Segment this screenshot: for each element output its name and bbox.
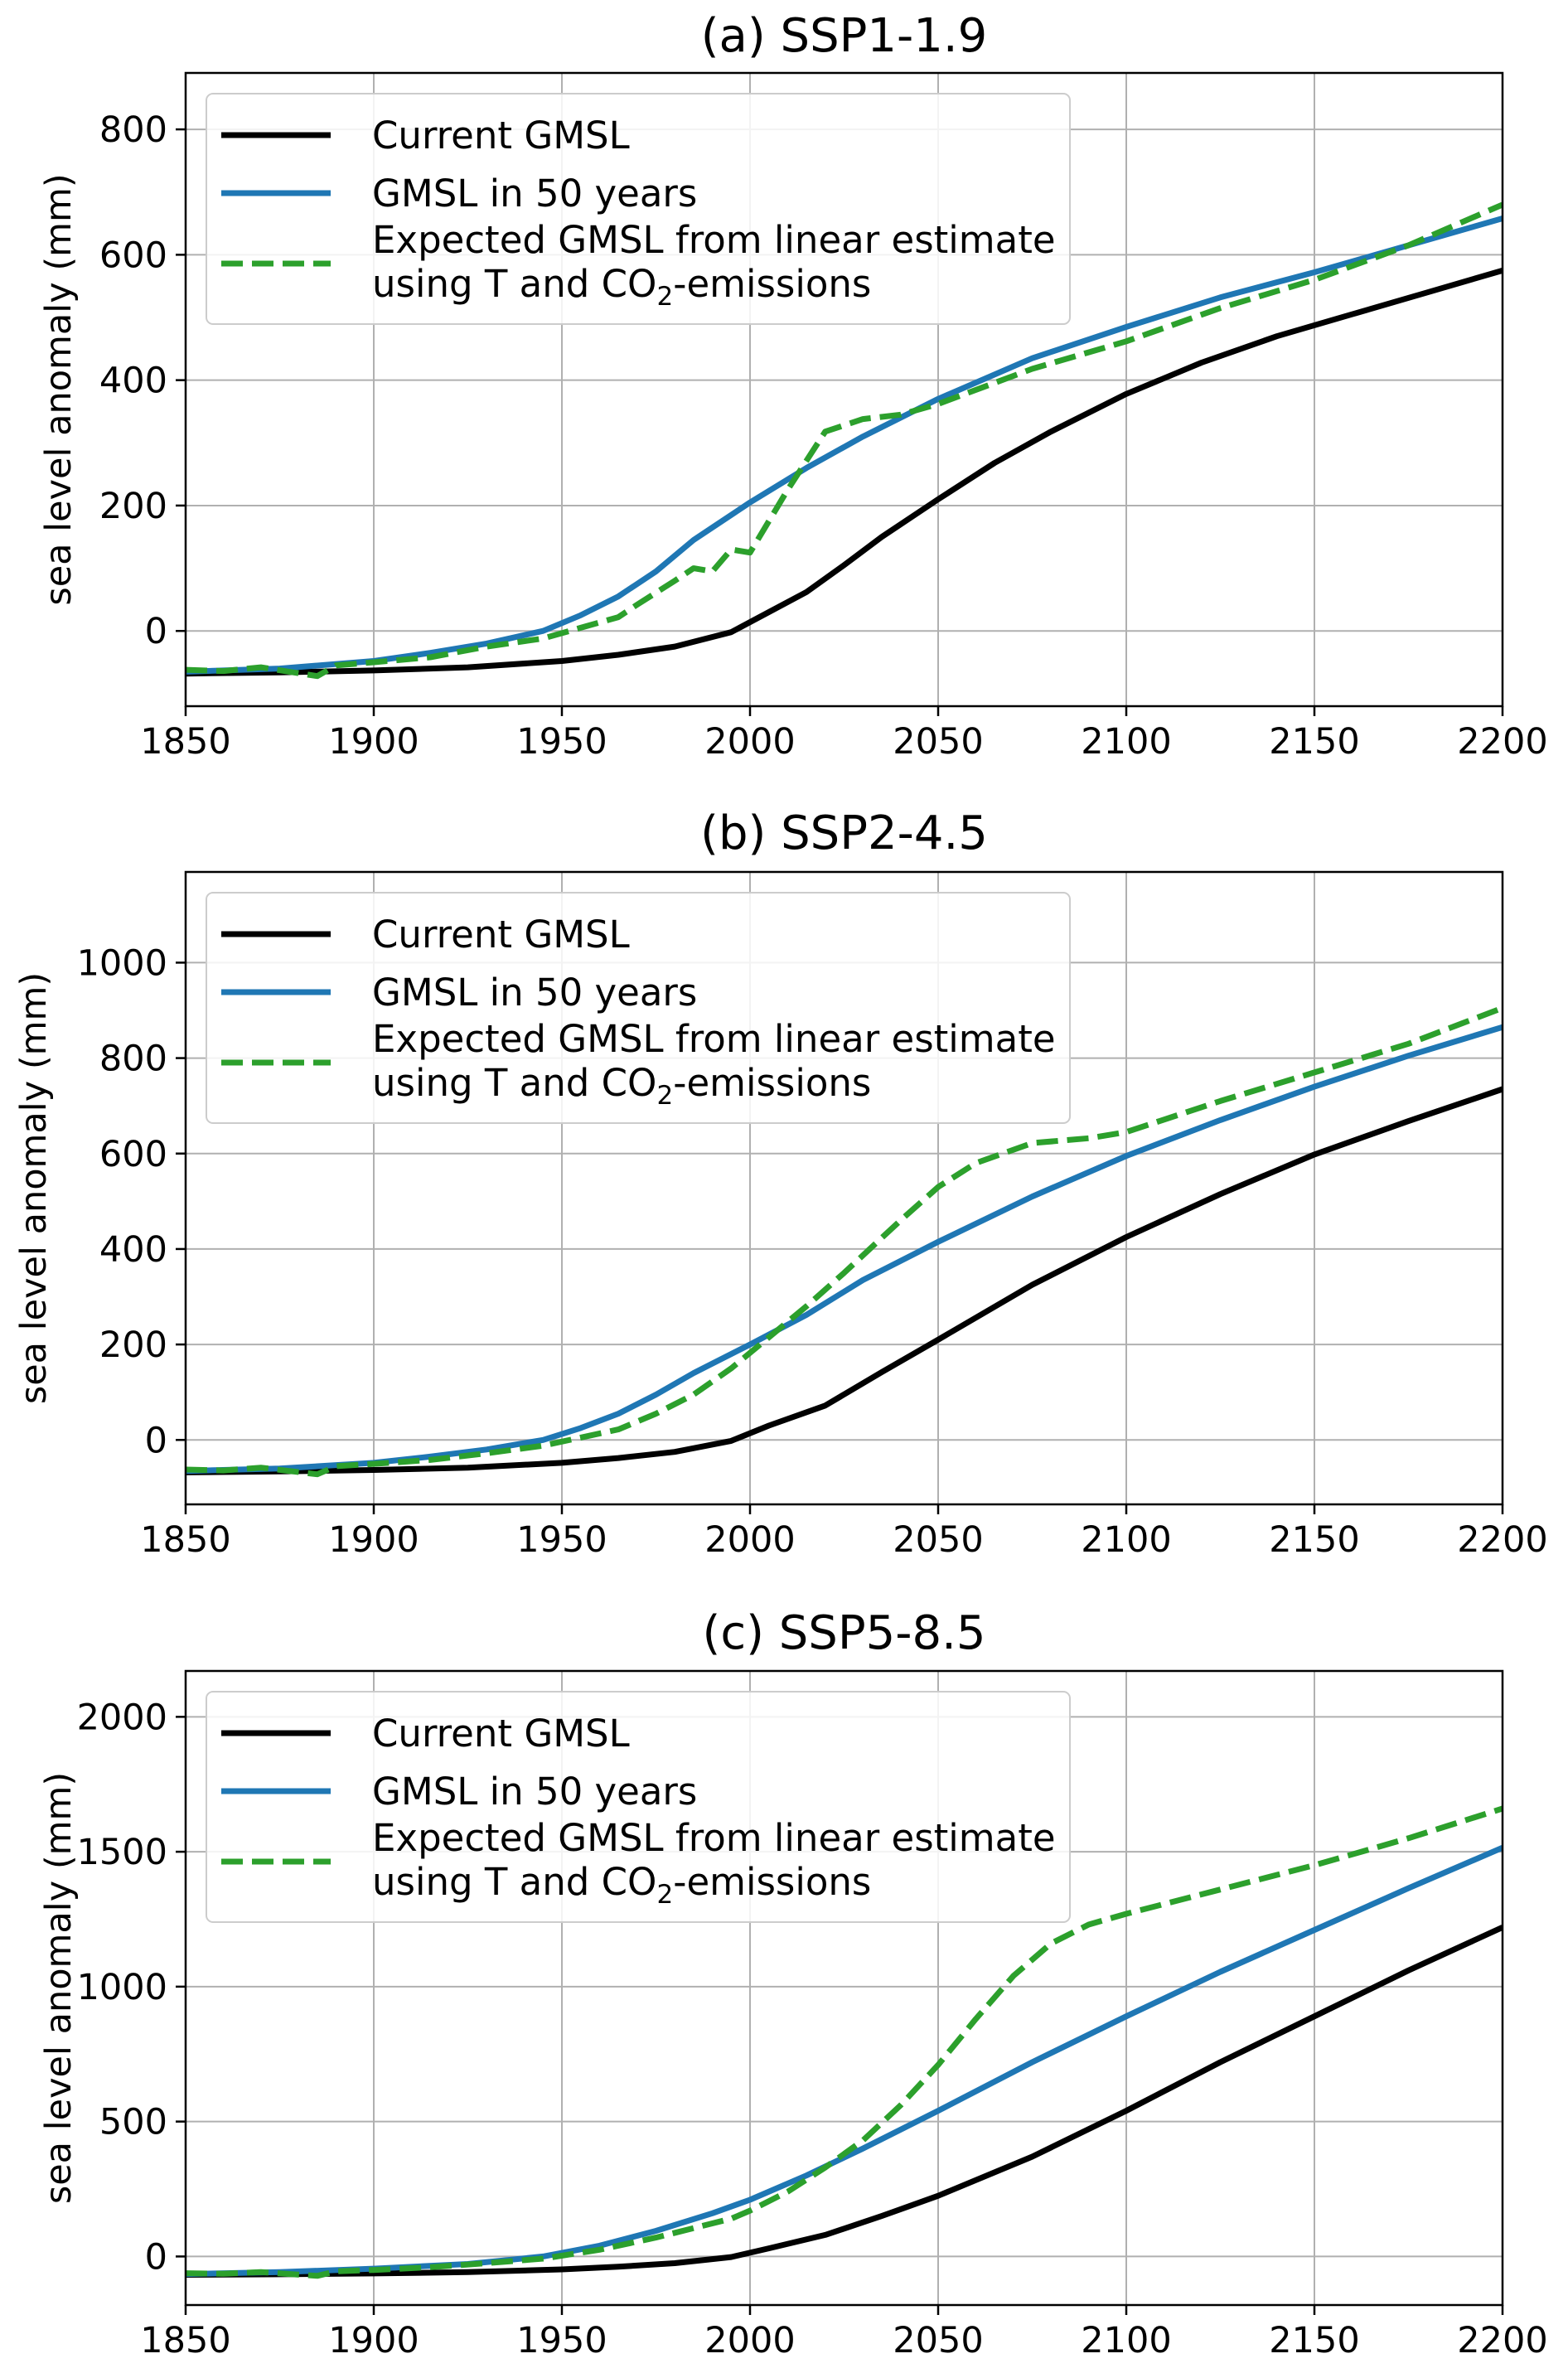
x-tick-label: 1950 — [516, 2320, 607, 2361]
y-tick-label: 200 — [99, 1325, 167, 1366]
legend-label-line2-prefix: using T and CO — [372, 1061, 656, 1105]
y-tick-label: 500 — [99, 2102, 167, 2143]
legend-label-line2-prefix: using T and CO — [372, 1860, 656, 1904]
chart-title: (c) SSP5-8.5 — [702, 1606, 985, 1660]
legend-label-line1: Expected GMSL from linear estimate — [372, 1017, 1056, 1061]
x-tick-label: 1850 — [140, 2320, 230, 2361]
x-tick-label: 1850 — [140, 1519, 230, 1561]
plot-frame — [184, 1669, 1504, 2307]
legend-label-line2: using T and CO2-emissions — [372, 262, 871, 312]
legend-label-line2-suffix: -emissions — [673, 1860, 871, 1904]
legend-box — [206, 1691, 1071, 1923]
series-line-expected-gmsl-from-linear-estimate-using — [186, 201, 1503, 680]
series-line-gmsl-in-50-years — [186, 1844, 1503, 2278]
y-tick-label: 0 — [145, 2236, 167, 2278]
series-group — [186, 201, 1503, 680]
x-tick-label: 2150 — [1269, 2320, 1359, 2361]
y-tick-label: 1000 — [77, 942, 167, 984]
chart-title: (a) SSP1-1.9 — [701, 9, 988, 63]
legend-label-line2-suffix: -emissions — [673, 262, 871, 306]
y-tick-label: 0 — [145, 611, 167, 652]
legend-label-subscript: 2 — [656, 1081, 673, 1111]
x-tick-label: 2000 — [704, 2320, 795, 2361]
x-tick-label: 1950 — [516, 1519, 607, 1561]
x-tick-label: 2200 — [1457, 2320, 1547, 2361]
legend-label: Current GMSL — [372, 114, 630, 157]
x-tick-label: 2050 — [893, 2320, 983, 2361]
y-tick-label: 800 — [99, 109, 167, 151]
legend-label-line2: using T and CO2-emissions — [372, 1860, 871, 1910]
x-tick-label: 1950 — [516, 721, 607, 763]
legend-label-line2: using T and CO2-emissions — [372, 1061, 871, 1111]
legend-label: GMSL in 50 years — [372, 172, 697, 216]
series-group — [186, 1005, 1503, 1478]
y-axis-title: sea level anomaly (mm) — [13, 972, 55, 1404]
series-line-gmsl-in-50-years — [186, 1024, 1503, 1475]
y-axis-title: sea level anomaly (mm) — [38, 173, 80, 605]
y-tick-label: 800 — [99, 1039, 167, 1080]
legend-label-subscript: 2 — [656, 1880, 673, 1910]
x-tick-label: 1900 — [328, 1519, 419, 1561]
legend-label-subscript: 2 — [656, 282, 673, 312]
x-tick-label: 2150 — [1269, 1519, 1359, 1561]
x-tick-label: 1900 — [328, 2320, 419, 2361]
legend-label-line1: Expected GMSL from linear estimate — [372, 1816, 1056, 1860]
legend-label: Current GMSL — [372, 1712, 630, 1756]
x-tick-label: 2200 — [1457, 721, 1547, 763]
plot-frame — [184, 71, 1504, 708]
x-tick-label: 2150 — [1269, 721, 1359, 763]
x-tick-label: 1900 — [328, 721, 419, 763]
legend-box — [206, 93, 1071, 325]
x-tick-label: 2100 — [1081, 1519, 1171, 1561]
x-tick-label: 2050 — [893, 721, 983, 763]
x-tick-label: 2000 — [704, 1519, 795, 1561]
y-axis-title: sea level anomaly (mm) — [38, 1772, 80, 2204]
legend-label: GMSL in 50 years — [372, 1770, 697, 1814]
x-tick-label: 2100 — [1081, 721, 1171, 763]
series-line-gmsl-in-50-years — [186, 216, 1503, 675]
legend-label-line2-suffix: -emissions — [673, 1061, 871, 1105]
plot-frame — [184, 870, 1504, 1506]
legend-box — [206, 892, 1071, 1124]
y-tick-label: 400 — [99, 361, 167, 402]
y-tick-label: 1500 — [77, 1832, 167, 1873]
series-line-current-gmsl — [186, 1086, 1503, 1475]
x-tick-label: 2100 — [1081, 2320, 1171, 2361]
legend-label: GMSL in 50 years — [372, 971, 697, 1015]
y-tick-label: 1000 — [77, 1967, 167, 2008]
y-tick-label: 400 — [99, 1229, 167, 1271]
legend-label-line1: Expected GMSL from linear estimate — [372, 218, 1056, 262]
y-tick-label: 600 — [99, 235, 167, 276]
series-group — [186, 1805, 1503, 2279]
y-tick-label: 600 — [99, 1134, 167, 1175]
legend-label-line2-prefix: using T and CO — [372, 262, 656, 306]
x-tick-label: 2200 — [1457, 1519, 1547, 1561]
series-line-expected-gmsl-from-linear-estimate-using — [186, 1805, 1503, 2279]
x-tick-label: 1850 — [140, 721, 230, 763]
series-line-current-gmsl — [186, 267, 1503, 677]
x-tick-label: 2050 — [893, 1519, 983, 1561]
y-tick-label: 2000 — [77, 1697, 167, 1738]
x-tick-label: 2000 — [704, 721, 795, 763]
series-line-expected-gmsl-from-linear-estimate-using — [186, 1005, 1503, 1478]
legend-label: Current GMSL — [372, 913, 630, 956]
series-line-current-gmsl — [186, 1925, 1503, 2278]
y-tick-label: 200 — [99, 486, 167, 527]
y-tick-label: 0 — [145, 1420, 167, 1461]
chart-title: (b) SSP2-4.5 — [700, 806, 988, 860]
